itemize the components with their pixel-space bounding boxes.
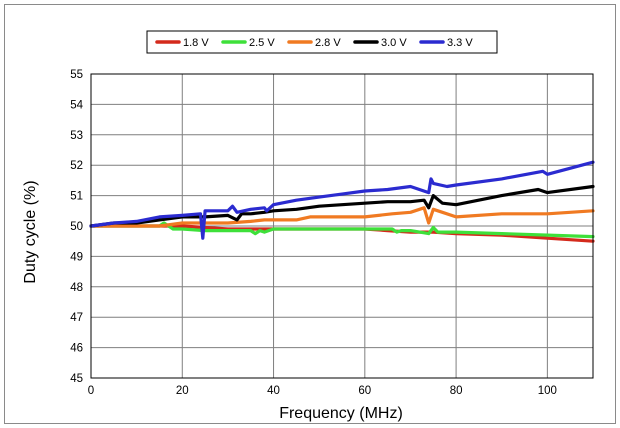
y-tick-label: 51 [70,191,83,203]
series-line-3-0-V [89,184,595,228]
x-tick-label: 0 [88,385,94,397]
y-axis-title: Duty cycle (%) [22,180,39,283]
x-tick-label: 40 [267,385,280,397]
legend-label: 1.8 V [183,37,209,49]
x-tick-labels: 0 20 40 60 80 100 [88,385,557,397]
x-tick-label: 100 [538,385,557,397]
legend-label: 2.5 V [249,37,275,49]
legend-box [146,30,498,54]
y-tick-label: 46 [70,343,83,355]
legend-label: 2.8 V [315,37,341,49]
x-axis-title: Frequency (MHz) [279,405,403,422]
series-line-3-3-V [89,160,595,240]
y-tick-label: 49 [70,251,83,263]
duty-cycle-chart: 0 20 40 60 80 100 45 46 47 48 49 50 51 52 53 54 55 Freq… [22,30,595,422]
x-tick-label: 20 [176,385,189,397]
series-layer [89,160,595,243]
y-tick-label: 52 [70,160,83,172]
plot-border [90,73,594,379]
y-tick-label: 45 [70,373,83,385]
series-line-2-5-V [89,221,595,239]
chart-frame: 0 20 40 60 80 100 45 46 47 48 49 50 51 52 53 54 55 Freq… [4,4,616,424]
y-tick-label: 55 [70,69,83,81]
x-tick-label: 80 [450,385,463,397]
series-line-2-8-V [89,206,595,228]
y-tick-labels: 45 46 47 48 49 50 51 52 53 54 55 [70,69,83,385]
legend: 1.8 V 2.5 V 2.8 V 3.0 V 3.3 V [146,30,498,54]
x-tick-label: 60 [358,385,371,397]
y-tick-label: 48 [70,282,83,294]
legend-label: 3.0 V [381,37,407,49]
gridlines [91,74,593,378]
y-tick-label: 50 [70,221,83,233]
y-tick-label: 47 [70,312,83,324]
y-tick-label: 53 [70,130,83,142]
legend-label: 3.3 V [447,37,473,49]
y-tick-label: 54 [70,99,83,111]
